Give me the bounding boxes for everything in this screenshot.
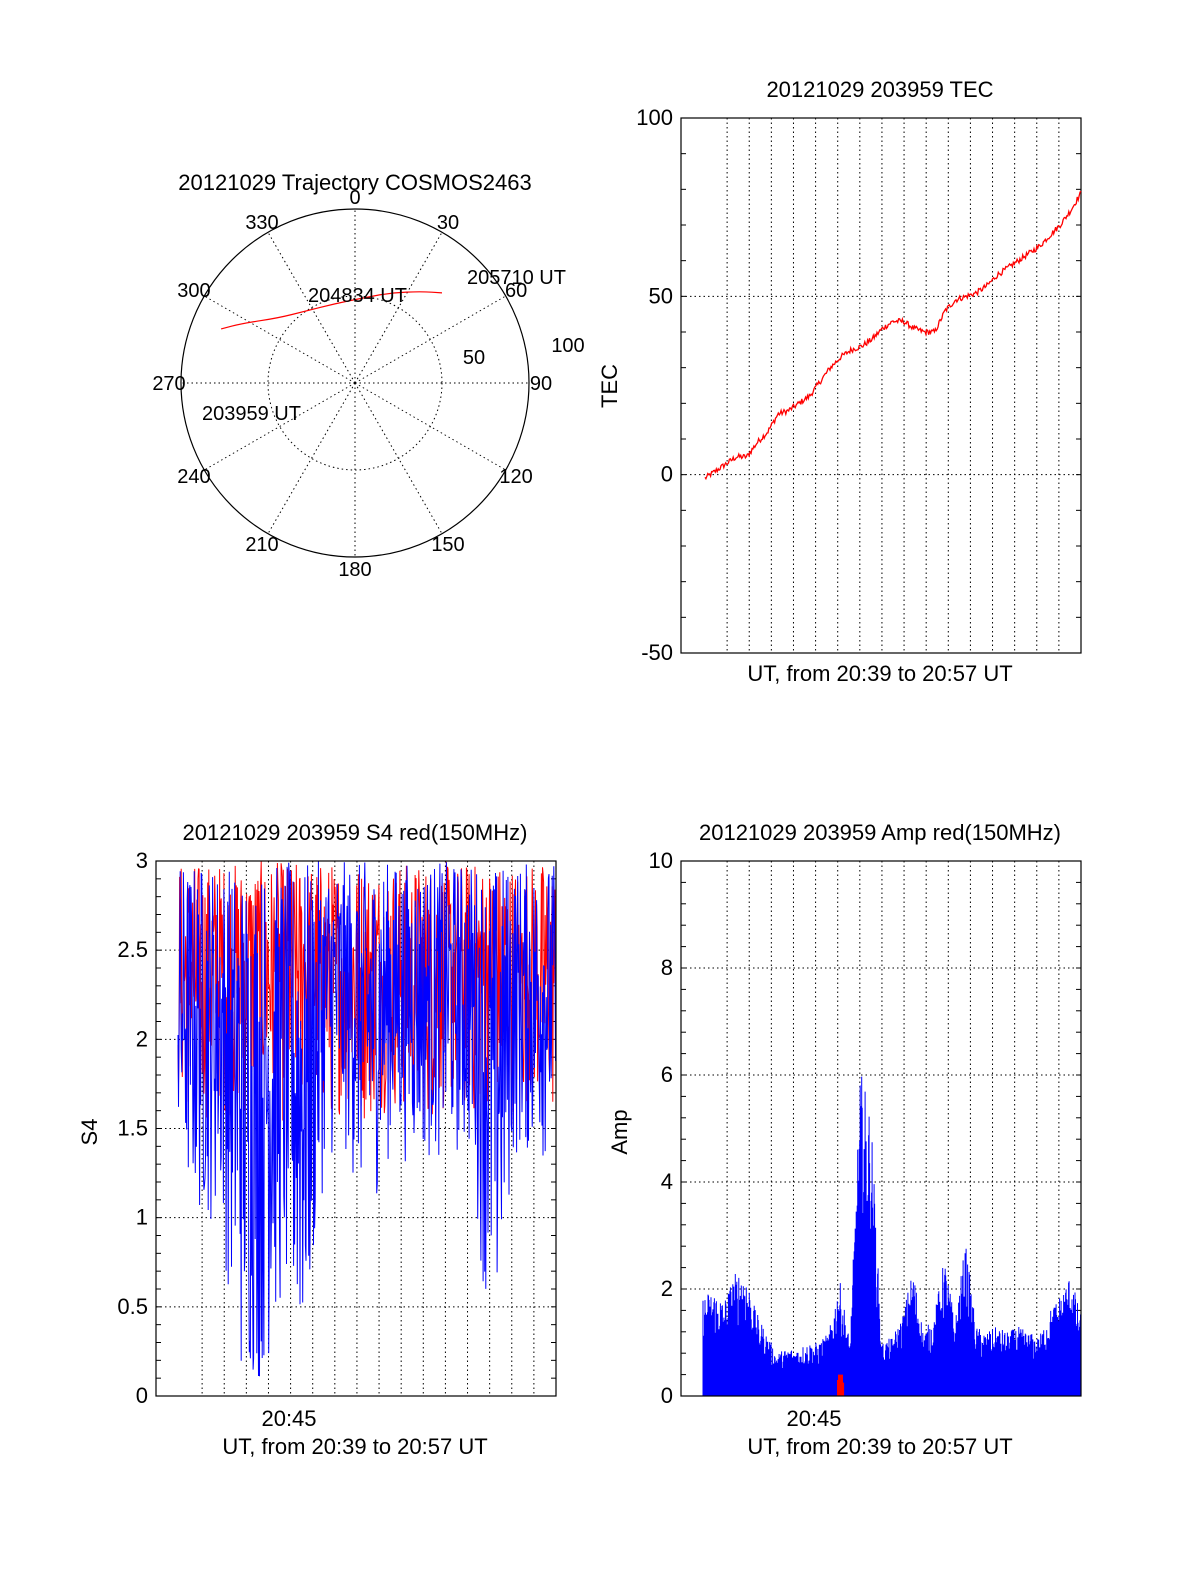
amp-plot-frame: [680, 860, 1082, 1397]
polar-spoke: [204, 295, 356, 384]
polar-azimuth-label: 210: [245, 534, 278, 556]
trajectory-line: [220, 291, 443, 330]
y-tick-label: 8: [661, 955, 673, 980]
y-tick-label: 10: [649, 848, 673, 873]
amp-y-axis-label: Amp: [607, 1109, 632, 1154]
s4-y-tick-labels: 0 0.5 1 1.5 2 2.5 3: [117, 848, 148, 1408]
amp-title: 20121029 203959 Amp red(150MHz): [699, 820, 1061, 845]
y-tick-label: 50: [649, 283, 673, 308]
trajectory-end-label: 205710 UT: [467, 267, 566, 289]
polar-azimuth-label: 60: [505, 280, 527, 302]
y-tick-label: 0: [661, 462, 673, 487]
amp-blue-series: [702, 1076, 1082, 1396]
tec-grid: [681, 117, 1081, 654]
s4-grid: [156, 860, 556, 1397]
tec-chart: 20121029 203959 TEC -50 0 50 100 UT, from 2…: [597, 77, 1082, 686]
polar-azimuth-label: 240: [177, 466, 210, 488]
amp-blue-bars: [702, 1076, 1082, 1396]
polar-azimuth-label: 300: [177, 280, 210, 302]
polar-azimuth-label: 150: [431, 534, 464, 556]
y-tick-label: 3: [136, 848, 148, 873]
polar-spoke: [354, 232, 443, 384]
y-tick-label: 0: [136, 1383, 148, 1408]
y-tick-label: -50: [641, 640, 673, 665]
y-tick-label: 2.5: [117, 937, 148, 962]
tec-y-tick-labels: -50 0 50 100: [636, 105, 673, 665]
amp-red-series: [837, 1374, 845, 1396]
y-tick-label: 6: [661, 1062, 673, 1087]
polar-azimuth-label: 270: [152, 373, 185, 395]
polar-spoke: [204, 382, 356, 471]
s4-title: 20121029 203959 S4 red(150MHz): [183, 820, 528, 845]
tec-plot-frame: [680, 117, 1082, 654]
s4-y-axis-label: S4: [77, 1119, 102, 1146]
trajectory-mid-label: 204834 UT: [308, 285, 407, 307]
amp-red-bars: [837, 1374, 845, 1396]
s4-blue-series: [177, 861, 557, 1377]
y-tick-label: 2: [661, 1276, 673, 1301]
y-tick-label: 1: [136, 1205, 148, 1230]
y-tick-label: 0: [661, 1383, 673, 1408]
polar-azimuth-label: 0: [349, 187, 360, 209]
polar-radial-label-50: 50: [463, 347, 485, 369]
polar-azimuth-label: 120: [499, 466, 532, 488]
s4-x-tick-label: 20:45: [261, 1406, 316, 1431]
polar-trajectory-chart: 20121029 Trajectory COSMOS2463 0 30 60 90 12…: [152, 170, 584, 581]
s4-x-axis-label: UT, from 20:39 to 20:57 UT: [222, 1434, 487, 1459]
s4-chart: 20121029 203959 S4 red(150MHz) 0 0.5 1 1.5 2…: [77, 820, 557, 1459]
polar-spoke: [267, 382, 356, 534]
s4-blue-line: [177, 861, 557, 1377]
tec-title: 20121029 203959 TEC: [766, 77, 993, 102]
polar-azimuth-labels: 0 30 60 90 120 150 180 210 240 270 300 330: [152, 187, 552, 581]
trajectory-start-label: 203959 UT: [202, 403, 301, 425]
amp-x-axis-label: UT, from 20:39 to 20:57 UT: [747, 1434, 1012, 1459]
polar-azimuth-label: 330: [245, 212, 278, 234]
amp-x-tick-label: 20:45: [786, 1406, 841, 1431]
y-tick-label: 1.5: [117, 1116, 148, 1141]
polar-azimuth-label: 180: [338, 559, 371, 581]
tec-series-line: [704, 190, 1082, 481]
y-tick-label: 100: [636, 105, 673, 130]
polar-spoke: [354, 382, 506, 471]
y-tick-label: 2: [136, 1026, 148, 1051]
polar-spoke: [267, 232, 356, 384]
y-tick-label: 4: [661, 1169, 673, 1194]
s4-plot-frame: [155, 860, 557, 1397]
polar-radial-label-100: 100: [551, 335, 584, 357]
polar-spoke: [354, 382, 443, 534]
tec-y-axis-label: TEC: [597, 364, 622, 408]
amp-y-tick-labels: 0 2 4 6 8 10: [649, 848, 673, 1408]
polar-outer-circle: [180, 208, 530, 558]
amp-chart: 20121029 203959 Amp red(150MHz) 0246810 …: [607, 820, 1082, 1459]
y-tick-label: 0.5: [117, 1294, 148, 1319]
tec-x-axis-label: UT, from 20:39 to 20:57 UT: [747, 661, 1012, 686]
polar-azimuth-label: 30: [437, 212, 459, 234]
polar-azimuth-label: 90: [530, 373, 552, 395]
polar-spokes: [181, 209, 529, 557]
polar-spoke: [354, 295, 506, 384]
polar-title: 20121029 Trajectory COSMOS2463: [178, 170, 531, 195]
